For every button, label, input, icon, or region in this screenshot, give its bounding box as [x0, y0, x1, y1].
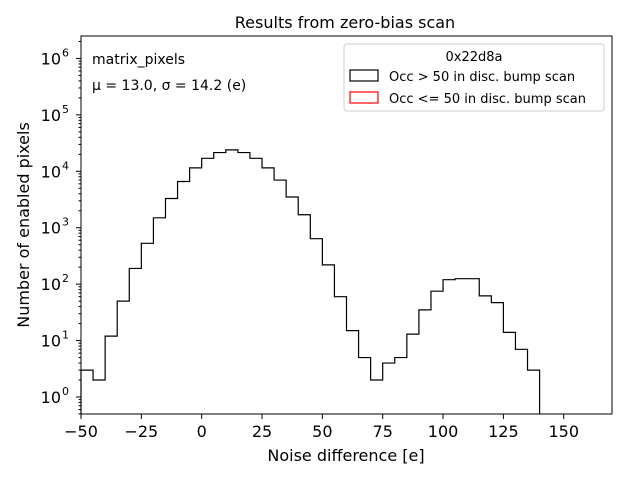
- x-tick-label: 25: [252, 422, 272, 441]
- y-tick-exponent: 4: [62, 159, 69, 172]
- y-tick-label: 10: [41, 162, 61, 181]
- legend-title: 0x22d8a: [446, 50, 503, 65]
- y-tick-label: 10: [41, 275, 61, 294]
- x-tick-label: 100: [428, 422, 459, 441]
- x-tick-label: −25: [124, 422, 158, 441]
- legend-label-occ-gt-50: Occ > 50 in disc. bump scan: [389, 70, 575, 85]
- y-tick-label: 10: [41, 106, 61, 125]
- y-tick-label: 10: [41, 49, 61, 68]
- y-tick-exponent: 5: [62, 103, 69, 116]
- annotation-dataset-name: matrix_pixels: [92, 52, 185, 68]
- legend-swatch-black: [349, 69, 379, 82]
- axes-frame: [80, 35, 613, 415]
- chart-title: Results from zero-bias scan: [235, 13, 455, 32]
- histogram-series-occ-gt-50: [80, 149, 541, 414]
- x-axis-label: Noise difference [e]: [267, 446, 424, 465]
- legend-label-occ-le-50: Occ <= 50 in disc. bump scan: [389, 92, 586, 107]
- y-tick-exponent: 2: [62, 272, 69, 285]
- x-tick-label: 150: [548, 422, 579, 441]
- x-tick-label: 125: [488, 422, 519, 441]
- y-tick-exponent: 0: [62, 385, 69, 398]
- annotation-mean-sigma: μ = 13.0, σ = 14.2 (e): [92, 78, 246, 94]
- y-tick-label: 10: [41, 332, 61, 351]
- y-axis-label: Number of enabled pixels: [14, 122, 33, 328]
- x-tick-label: 0: [197, 422, 207, 441]
- y-tick-label: 10: [41, 219, 61, 238]
- y-tick-exponent: 3: [62, 216, 69, 229]
- y-tick-label: 10: [41, 388, 61, 407]
- x-tick-label: 75: [373, 422, 393, 441]
- x-tick-label: −50: [64, 422, 98, 441]
- legend-box: [343, 43, 605, 112]
- x-tick-label: 50: [312, 422, 332, 441]
- legend-swatch-red: [349, 91, 379, 104]
- x-axis-ticks: −50 −25 0 25 50 75 100 125 150: [64, 414, 579, 441]
- y-tick-exponent: 1: [62, 329, 69, 342]
- y-tick-exponent: 6: [62, 46, 69, 59]
- legend: 0x22d8a Occ > 50 in disc. bump scan Occ …: [343, 43, 605, 112]
